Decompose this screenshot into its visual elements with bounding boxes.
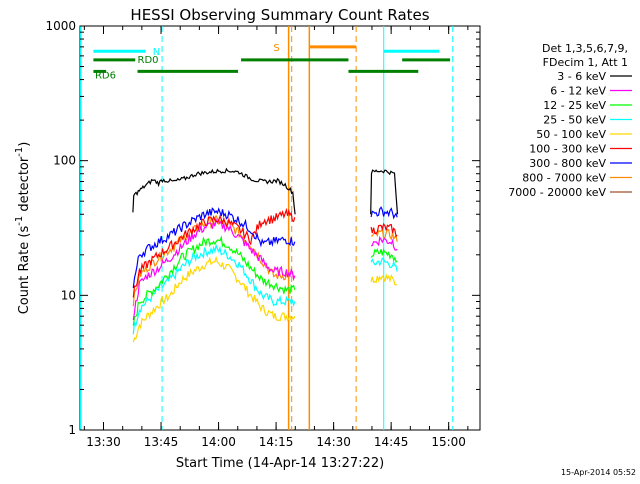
legend-label-6: 300 - 800 keV <box>529 157 606 170</box>
series-line-2-seg-0 <box>132 235 296 326</box>
series-line-2-seg-1 <box>370 248 398 263</box>
x-tick-label-5: 14:45 <box>374 435 409 449</box>
y-axis-label-part-3: ) <box>17 142 32 147</box>
series-line-0-seg-1 <box>370 169 399 215</box>
y-tick-label-2: 100 <box>53 154 76 168</box>
series-line-6-seg-0 <box>132 207 296 289</box>
axes-layer: 13:30 13:45 14:00 14:15 14:30 14:45 15:00 1 10 10… <box>45 19 480 449</box>
annotation-layer: N S RD0 RD6 <box>80 26 454 430</box>
x-tick-label-0: 13:30 <box>86 435 121 449</box>
legend-label-5: 100 - 300 keV <box>529 143 606 156</box>
chart-title: HESSI Observing Summary Count Rates <box>130 6 429 24</box>
series-line-6-seg-1 <box>370 206 398 220</box>
series-line-5-seg-1 <box>370 222 398 238</box>
plot-frame <box>79 25 481 431</box>
series-layer <box>132 167 399 343</box>
series-line-3-seg-0 <box>132 243 296 335</box>
series-line-0-seg-0 <box>132 167 296 215</box>
footer-timestamp: 15-Apr-2014 05:52 <box>561 468 636 477</box>
y-tick-label-1: 10 <box>61 288 76 302</box>
legend-label-8: 7000 - 20000 keV <box>508 186 606 199</box>
x-tick-label-6: 15:00 <box>431 435 466 449</box>
legend-header-1: FDecim 1, Att 1 <box>543 56 628 69</box>
legend: Det 1,3,5,6,7,9,FDecim 1, Att 13 - 6 keV… <box>508 42 632 199</box>
x-tick-label-2: 14:00 <box>201 435 236 449</box>
legend-label-1: 6 - 12 keV <box>550 85 606 98</box>
flare-label: S <box>273 43 279 54</box>
y-tick-label-0: 1 <box>68 423 76 437</box>
series-line-7-seg-1 <box>371 226 398 242</box>
series-line-1-seg-0 <box>132 217 296 321</box>
x-tick-label-4: 14:30 <box>316 435 351 449</box>
series-line-5-seg-0 <box>132 207 296 298</box>
rd6-label: RD6 <box>95 70 116 81</box>
legend-label-3: 25 - 50 keV <box>543 114 606 127</box>
y-axis-label-part-2: detector <box>17 156 32 216</box>
series-line-7-seg-0 <box>132 214 296 307</box>
x-axis-label: Start Time (14-Apr-14 13:27:22) <box>176 456 384 471</box>
y-axis-label-part-1: Count Rate (s <box>17 226 32 315</box>
legend-label-4: 50 - 100 keV <box>536 128 606 141</box>
y-axis-label-exp-2: -1 <box>14 147 25 157</box>
series-line-4-seg-1 <box>370 272 398 286</box>
rd0-label: RD0 <box>138 55 159 66</box>
y-axis-label-exp-1: -1 <box>14 216 25 226</box>
series-line-3-seg-1 <box>370 257 398 272</box>
legend-header-0: Det 1,3,5,6,7,9, <box>542 42 628 55</box>
series-line-4-seg-0 <box>132 255 296 343</box>
legend-label-7: 800 - 7000 keV <box>522 172 606 185</box>
legend-label-0: 3 - 6 keV <box>557 70 606 83</box>
series-line-1-seg-1 <box>370 235 398 251</box>
x-tick-label-1: 13:45 <box>144 435 179 449</box>
legend-label-2: 12 - 25 keV <box>543 99 606 112</box>
y-tick-label-3: 1000 <box>45 19 76 33</box>
y-axis-label: Count Rate (s-1 detector-1) <box>14 142 32 315</box>
y-axis-label-group: Count Rate (s-1 detector-1) <box>14 142 32 315</box>
night-label: N <box>153 47 160 58</box>
x-tick-label-3: 14:15 <box>259 435 294 449</box>
